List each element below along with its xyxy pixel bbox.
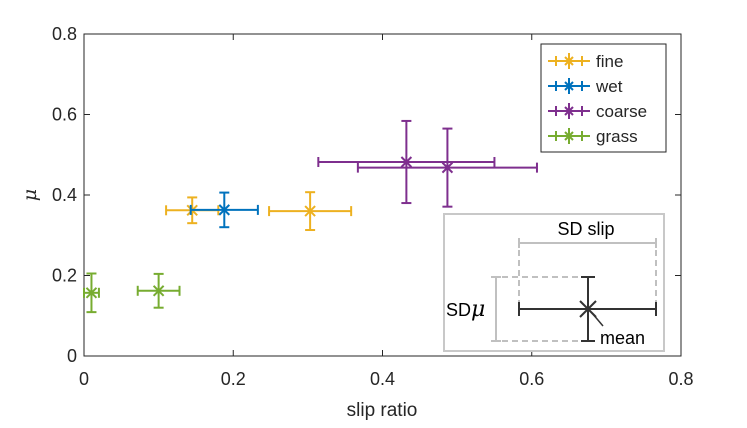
x-tick-label: 0.2 (221, 369, 246, 389)
data-point-fine (268, 191, 353, 232)
y-tick-labels: 0 0.2 0.4 0.6 0.8 (52, 24, 77, 366)
y-tick-label: 0.8 (52, 24, 77, 44)
legend-marker (564, 56, 574, 66)
legend-swatch-grass (548, 128, 590, 144)
x-axis-label: slip ratio (347, 400, 418, 421)
example-error-bar (518, 276, 657, 342)
x-tick-label: 0.8 (668, 369, 693, 389)
legend-box (540, 43, 667, 153)
x-tick-label: 0.6 (519, 369, 544, 389)
legend-marker (564, 131, 574, 141)
x-tick-label: 0.4 (370, 369, 395, 389)
point-marker (152, 285, 165, 297)
legend-label-fine: fine (596, 52, 623, 71)
y-tick-label: 0 (67, 346, 77, 366)
point-marker (304, 205, 316, 217)
legend-label-coarse: coarse (596, 102, 647, 121)
y-tick-label: 0.4 (52, 185, 77, 205)
series-wet (189, 191, 259, 229)
y-tick-label: 0.6 (52, 105, 77, 125)
x-tick-labels: 0 0.2 0.4 0.6 0.8 (79, 369, 694, 389)
point-marker (400, 156, 413, 168)
y-axis-label: μ (19, 189, 41, 201)
series-coarse (317, 119, 538, 208)
legend: fine wet coarse grass (540, 43, 667, 153)
legend-label-grass: grass (596, 127, 638, 146)
sd-mu-bracket (491, 276, 586, 342)
data-point-grass (83, 272, 100, 314)
sd-slip-label: SD slip (557, 219, 614, 239)
legend-swatch-fine (548, 53, 590, 69)
legend-swatch-wet (548, 78, 590, 94)
point-marker (85, 287, 98, 299)
data-point-coarse (317, 119, 496, 205)
legend-marker (564, 106, 574, 116)
mean-label: mean (600, 328, 645, 348)
data-series (83, 119, 538, 314)
y-tick-label: 0.2 (52, 266, 77, 286)
legend-label-wet: wet (595, 77, 623, 96)
legend-marker (564, 81, 574, 91)
legend-swatch-coarse (548, 103, 590, 119)
data-point-grass (136, 272, 181, 309)
error-bar-legend-inset: SD slip SDμ mean (443, 213, 665, 352)
sd-mu-label: SDμ (446, 297, 485, 322)
x-tick-label: 0 (79, 369, 89, 389)
data-point-wet (189, 191, 259, 229)
series-grass (83, 272, 181, 314)
sd-slip-bracket (518, 238, 657, 308)
inset-box (443, 213, 665, 352)
point-marker (441, 161, 454, 174)
point-marker (218, 204, 231, 216)
data-point-coarse (356, 127, 538, 208)
